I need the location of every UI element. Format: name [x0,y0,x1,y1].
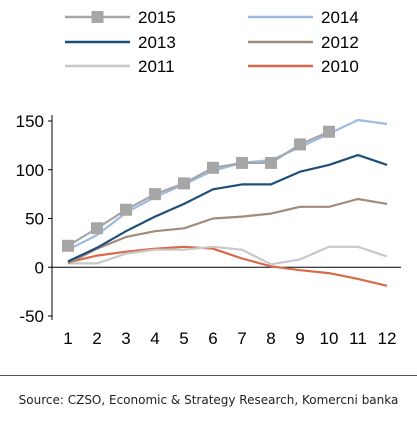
legend-marker-2015 [91,11,104,23]
series-line-2011 [68,245,388,266]
x-tick-label: 10 [320,329,339,348]
x-tick-label: 8 [266,329,275,348]
data-point-2015 [236,156,248,169]
data-point-2015 [62,239,74,252]
data-point-2015 [265,156,277,169]
data-point-2015 [120,203,132,216]
y-tick-label: 0 [35,258,44,277]
x-tick-label: 11 [349,329,367,348]
x-tick-label: 7 [237,329,246,348]
series-line-2013 [67,154,388,263]
data-point-2015 [207,161,219,174]
x-tick-label: 5 [179,329,188,348]
legend: 2015 2014 2013 2012 2011 2010 [65,8,359,76]
series-line-2014 [67,118,388,251]
y-tick-label: -50 [19,307,44,326]
legend-label-2015: 2015 [138,8,176,27]
y-tick-label: 50 [25,210,44,229]
x-tick-label: 4 [150,329,159,348]
x-tick-label: 3 [121,329,130,348]
data-point-2015 [149,188,161,201]
x-tick-label: 9 [295,329,304,348]
source-divider [0,375,417,376]
x-tick-label: 6 [208,329,217,348]
data-point-2015 [294,138,306,151]
series-line-2015 [67,130,330,247]
legend-label-2014: 2014 [321,8,359,27]
series-line-2010 [67,245,388,287]
legend-label-2010: 2010 [321,57,359,76]
data-point-2015 [91,222,103,235]
legend-label-2013: 2013 [138,33,176,52]
x-tick-label: 2 [92,329,101,348]
data-point-2015 [178,177,190,190]
x-tick-label: 1 [63,329,72,348]
legend-label-2011: 2011 [138,57,175,76]
x-tick-label: 12 [378,329,397,348]
plot-area [62,118,388,287]
legend-label-2012: 2012 [321,33,359,52]
y-tick-label: 150 [16,112,44,131]
source-note: Source: CZSO, Economic & Strategy Resear… [18,393,399,407]
y-tick-label: 100 [16,161,44,180]
data-point-2015 [323,125,335,138]
series-line-2012 [67,197,388,265]
